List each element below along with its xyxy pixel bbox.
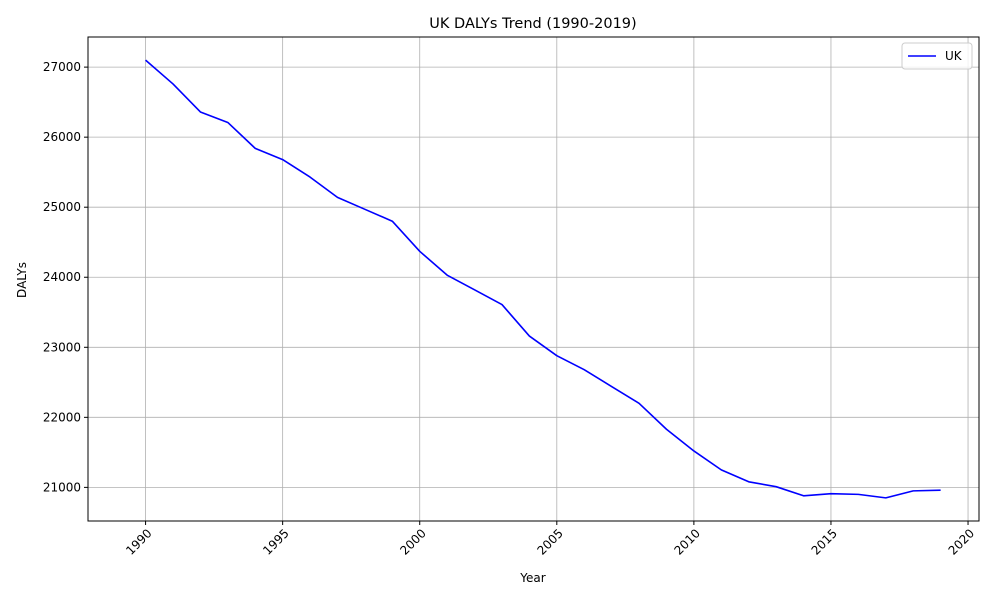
- plot-frame: [87, 36, 980, 522]
- y-tick-label: 23000: [43, 340, 81, 354]
- series-line-uk: [145, 59, 941, 499]
- series-layer: [145, 59, 941, 499]
- legend-box: [901, 42, 973, 70]
- x-axis-title: Year: [519, 571, 545, 585]
- y-tick-label: 25000: [43, 200, 81, 214]
- grid: [88, 37, 979, 521]
- legend-label: UK: [945, 49, 963, 63]
- y-tick-label: 26000: [43, 130, 81, 144]
- y-tick-label: 27000: [43, 60, 81, 74]
- y-tick-label: 21000: [43, 480, 81, 494]
- chart-title: UK DALYs Trend (1990-2019): [429, 16, 636, 32]
- y-tick-label: 22000: [43, 410, 81, 424]
- y-axis-title: DALYs: [15, 262, 29, 298]
- y-tick-label: 24000: [43, 270, 81, 284]
- legend: UK: [901, 42, 973, 70]
